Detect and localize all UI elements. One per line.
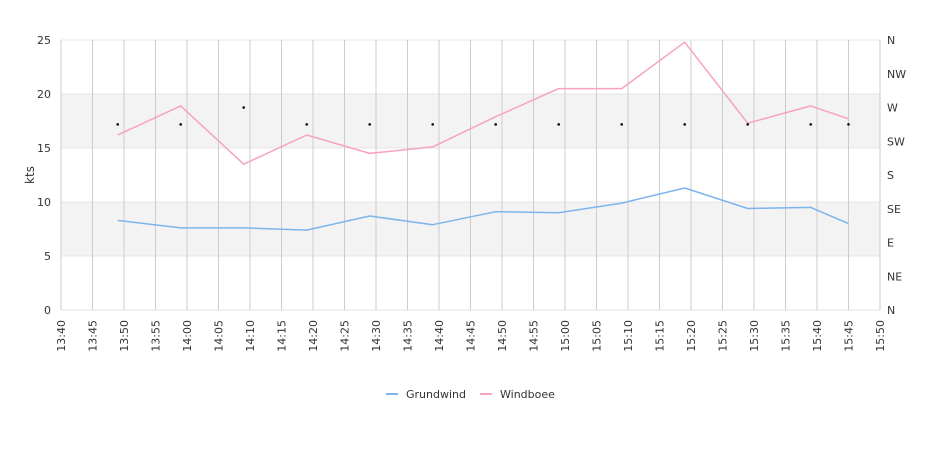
y-tick-label: 20 [37,88,51,101]
direction-tick-label: SW [887,135,905,148]
x-tick-label: 14:40 [433,320,446,352]
x-tick-label: 15:35 [780,320,793,352]
x-tick-label: 15:20 [685,320,698,352]
wind-direction-marker [242,106,245,109]
x-tick-label: 15:50 [874,320,887,352]
y-tick-label: 10 [37,196,51,209]
x-tick-label: 13:45 [87,320,100,352]
wind-direction-marker [620,123,623,126]
x-tick-label: 14:00 [181,320,194,352]
wind-direction-marker [305,123,309,126]
y-tick-label: 0 [44,304,51,317]
x-tick-label: 14:10 [244,320,257,352]
legend-item-grundwind[interactable]: Grundwind [406,388,466,401]
y-axis-title: kts [23,166,37,184]
x-tick-label: 15:00 [559,320,572,352]
x-tick-label: 15:05 [591,320,604,352]
wind-direction-marker [494,123,498,126]
x-tick-label: 15:45 [843,320,856,352]
x-tick-label: 14:50 [496,320,509,352]
x-tick-label: 14:25 [339,320,352,352]
series-line-grundwind [117,187,849,231]
x-tick-label: 15:40 [811,320,824,352]
legend-item-windboee[interactable]: Windboee [500,388,555,401]
x-tick-label: 14:55 [528,320,541,352]
direction-tick-label: N [887,34,895,47]
x-tick-label: 14:45 [465,320,478,352]
wind-direction-marker [557,123,560,126]
wind-direction-marker [847,123,850,126]
x-tick-label: 15:25 [717,320,730,352]
direction-tick-label: SE [887,203,901,216]
x-tick-label: 14:05 [213,320,226,352]
wind-direction-marker [116,123,119,126]
direction-tick-label: N [887,304,895,317]
x-tick-label: 15:30 [748,320,761,352]
x-tick-label: 13:50 [118,320,131,352]
direction-tick-label: NE [887,270,902,283]
x-tick-label: 13:55 [150,320,163,352]
y-tick-label: 15 [37,142,51,155]
x-tick-label: 14:20 [307,320,320,352]
direction-tick-label: S [887,169,894,182]
x-tick-label: 14:30 [370,320,383,352]
wind-direction-marker [179,123,182,126]
x-tick-label: 14:15 [276,320,289,352]
wind-direction-marker [809,123,812,126]
direction-tick-label: W [887,102,898,115]
x-tick-label: 13:40 [55,320,68,352]
y-tick-label: 25 [37,34,51,47]
direction-tick-label: NW [887,68,906,81]
direction-tick-label: E [887,237,894,250]
x-tick-label: 15:15 [654,320,667,352]
x-tick-label: 15:10 [622,320,635,352]
wind-direction-marker [746,123,749,126]
wind-direction-marker [368,123,372,126]
wind-direction-marker [431,123,435,126]
y-tick-label: 5 [44,250,51,263]
wind-direction-marker [683,123,686,126]
x-tick-label: 14:35 [402,320,415,352]
